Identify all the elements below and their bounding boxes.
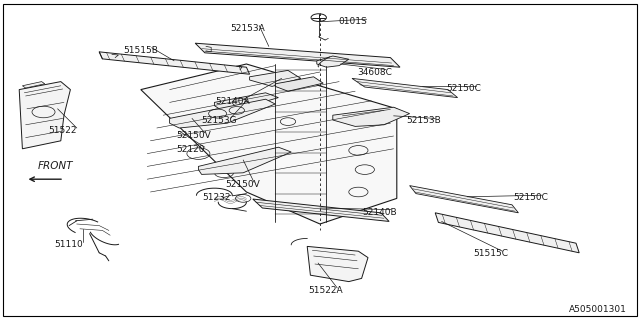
Polygon shape <box>410 186 518 213</box>
Polygon shape <box>99 52 250 74</box>
Text: 0101S: 0101S <box>338 17 367 26</box>
Polygon shape <box>195 43 400 67</box>
Text: 52140B: 52140B <box>362 208 397 217</box>
Text: 52150V: 52150V <box>176 131 211 140</box>
Text: 52120: 52120 <box>176 145 205 154</box>
Polygon shape <box>170 99 275 128</box>
Polygon shape <box>435 213 579 253</box>
Polygon shape <box>352 78 458 98</box>
Text: 52140A: 52140A <box>215 97 250 106</box>
Text: 51515B: 51515B <box>123 46 157 55</box>
Text: 51522: 51522 <box>48 126 77 135</box>
Text: 51110: 51110 <box>54 240 83 249</box>
Polygon shape <box>141 64 397 224</box>
Polygon shape <box>250 70 301 86</box>
Text: 51232: 51232 <box>202 193 231 202</box>
Polygon shape <box>333 107 410 126</box>
Polygon shape <box>253 199 389 221</box>
Text: 52150V: 52150V <box>225 180 260 189</box>
Polygon shape <box>19 82 70 149</box>
Text: 52150C: 52150C <box>513 193 548 202</box>
Text: 52153G: 52153G <box>202 116 237 125</box>
Text: 52153B: 52153B <box>406 116 441 125</box>
Polygon shape <box>317 56 349 67</box>
Text: 51522A: 51522A <box>308 286 343 295</box>
Polygon shape <box>22 82 45 88</box>
Polygon shape <box>214 93 278 112</box>
Text: 51515C: 51515C <box>474 249 509 258</box>
Text: 52150C: 52150C <box>447 84 481 93</box>
Text: FRONT: FRONT <box>38 161 74 171</box>
Text: A505001301: A505001301 <box>570 305 627 314</box>
Polygon shape <box>307 246 368 282</box>
Polygon shape <box>275 77 323 91</box>
Text: 34608C: 34608C <box>357 68 392 76</box>
Polygon shape <box>198 147 291 174</box>
Text: 52153A: 52153A <box>230 24 265 33</box>
